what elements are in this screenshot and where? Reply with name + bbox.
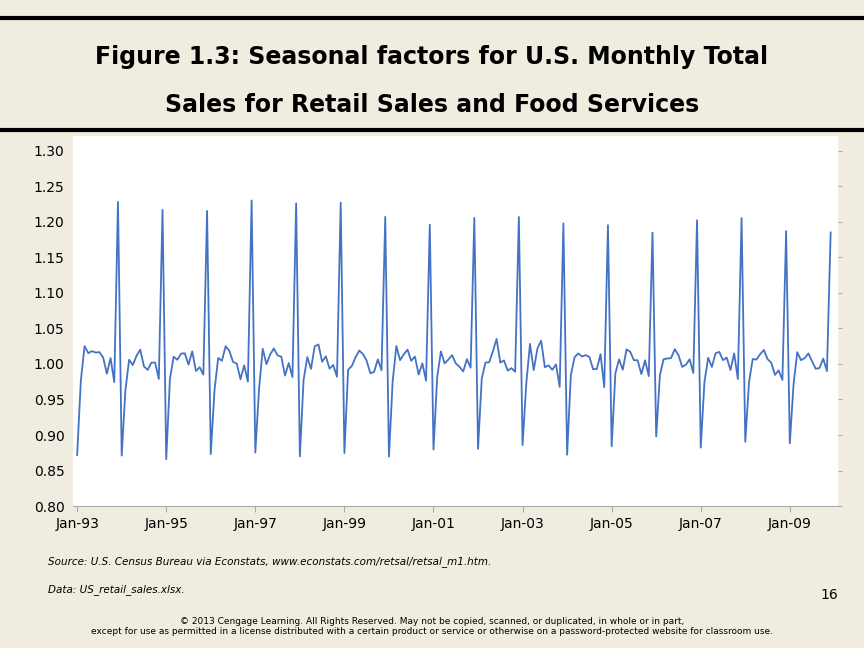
Text: Data: US_retail_sales.xlsx.: Data: US_retail_sales.xlsx. [48, 584, 184, 595]
Text: © 2013 Cengage Learning. All Rights Reserved. May not be copied, scanned, or dup: © 2013 Cengage Learning. All Rights Rese… [91, 617, 773, 636]
Text: Sales for Retail Sales and Food Services: Sales for Retail Sales and Food Services [165, 93, 699, 117]
Text: Source: U.S. Census Bureau via Econstats, www.econstats.com/retsal/retsal_m1.htm: Source: U.S. Census Bureau via Econstats… [48, 556, 491, 567]
Text: Figure 1.3: Seasonal factors for U.S. Monthly Total: Figure 1.3: Seasonal factors for U.S. Mo… [95, 45, 769, 69]
Text: 16: 16 [820, 588, 838, 602]
